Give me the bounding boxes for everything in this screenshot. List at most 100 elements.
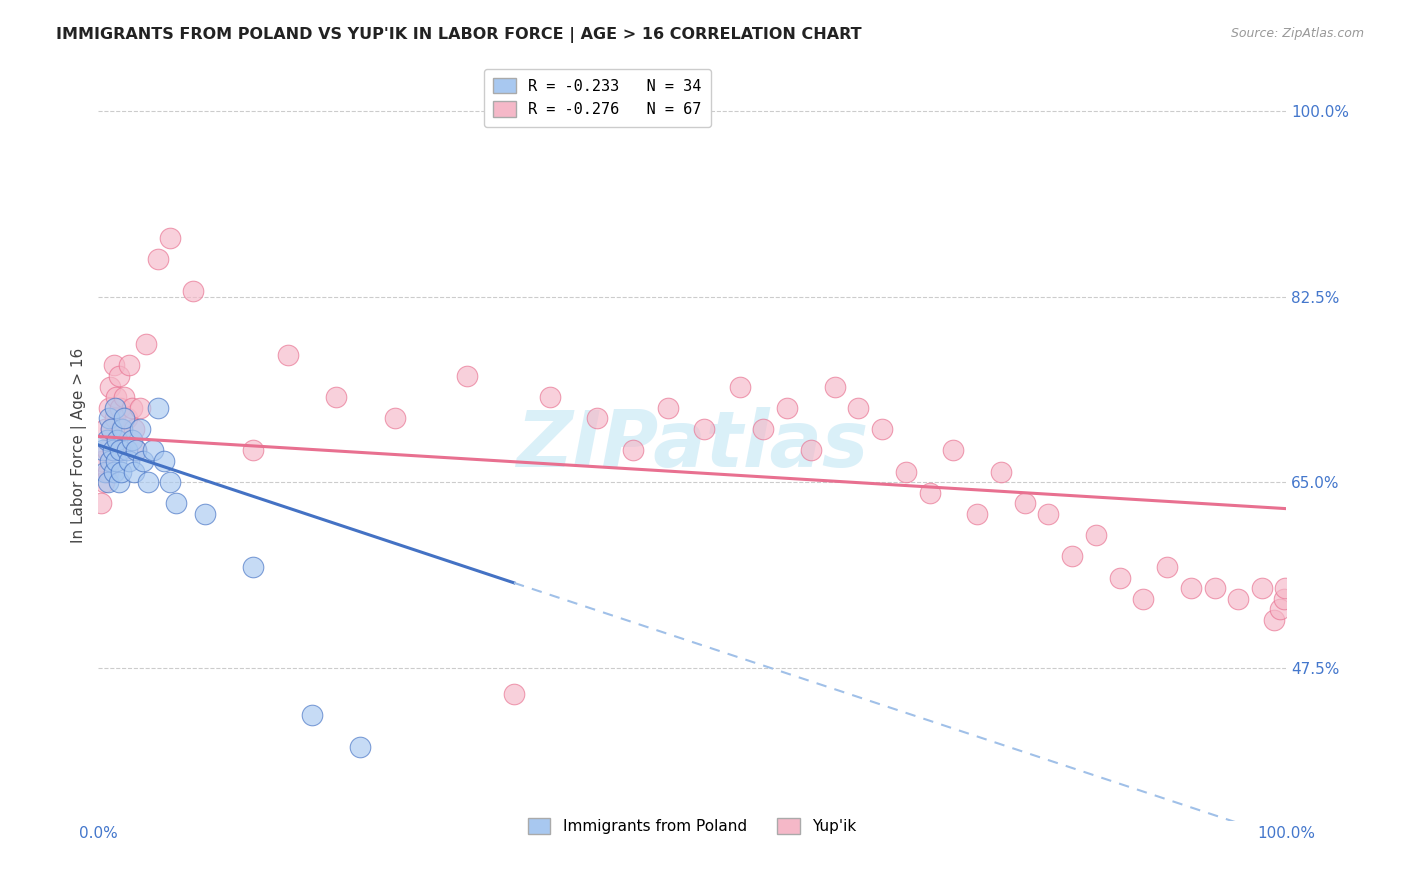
Point — [301, 708, 323, 723]
Point — [242, 443, 264, 458]
Point — [94, 422, 117, 436]
Point — [96, 443, 118, 458]
Point — [104, 401, 127, 415]
Point — [107, 475, 129, 489]
Point — [1268, 602, 1291, 616]
Point — [103, 359, 125, 373]
Point — [100, 422, 122, 436]
Point — [94, 465, 117, 479]
Point — [105, 454, 128, 468]
Point — [325, 390, 347, 404]
Point — [456, 369, 478, 384]
Point — [1204, 581, 1226, 595]
Point — [894, 465, 917, 479]
Point — [135, 337, 157, 351]
Point — [586, 411, 609, 425]
Point — [121, 401, 143, 415]
Point — [114, 411, 136, 425]
Point — [98, 379, 121, 393]
Point — [129, 422, 152, 436]
Point — [132, 454, 155, 468]
Point — [1062, 549, 1084, 564]
Point — [870, 422, 893, 436]
Point — [503, 687, 526, 701]
Legend: Immigrants from Poland, Yup'ik: Immigrants from Poland, Yup'ik — [522, 812, 863, 840]
Point — [776, 401, 799, 415]
Point — [101, 443, 124, 458]
Point — [93, 475, 115, 489]
Point — [657, 401, 679, 415]
Point — [1014, 496, 1036, 510]
Point — [621, 443, 644, 458]
Point — [538, 390, 561, 404]
Point — [125, 443, 148, 458]
Point — [96, 433, 118, 447]
Point — [693, 422, 716, 436]
Point — [100, 422, 122, 436]
Point — [111, 443, 134, 458]
Point — [142, 443, 165, 458]
Point — [1108, 570, 1130, 584]
Point — [115, 443, 138, 458]
Point — [110, 422, 132, 436]
Point — [107, 369, 129, 384]
Point — [848, 401, 870, 415]
Point — [800, 443, 823, 458]
Point — [122, 422, 145, 436]
Y-axis label: In Labor Force | Age > 16: In Labor Force | Age > 16 — [72, 347, 87, 542]
Point — [1272, 591, 1295, 606]
Point — [1156, 560, 1178, 574]
Point — [159, 475, 181, 489]
Point — [97, 465, 120, 479]
Point — [114, 390, 136, 404]
Point — [111, 422, 134, 436]
Point — [98, 454, 121, 468]
Point — [146, 401, 169, 415]
Point — [108, 443, 131, 458]
Point — [105, 433, 128, 447]
Point — [108, 401, 131, 415]
Point — [183, 284, 205, 298]
Text: ZIPatlas: ZIPatlas — [516, 407, 869, 483]
Text: Source: ZipAtlas.com: Source: ZipAtlas.com — [1230, 27, 1364, 40]
Point — [104, 411, 127, 425]
Point — [1180, 581, 1202, 595]
Point — [98, 401, 121, 415]
Point — [136, 475, 159, 489]
Point — [97, 475, 120, 489]
Point — [1084, 528, 1107, 542]
Point — [121, 433, 143, 447]
Point — [90, 454, 112, 468]
Point — [966, 507, 988, 521]
Point — [122, 465, 145, 479]
Point — [146, 252, 169, 267]
Point — [1227, 591, 1250, 606]
Point — [384, 411, 406, 425]
Point — [159, 231, 181, 245]
Point — [118, 359, 141, 373]
Point — [105, 433, 128, 447]
Text: IMMIGRANTS FROM POLAND VS YUP'IK IN LABOR FORCE | AGE > 16 CORRELATION CHART: IMMIGRANTS FROM POLAND VS YUP'IK IN LABO… — [56, 27, 862, 43]
Point — [115, 411, 138, 425]
Point — [91, 443, 114, 458]
Point — [129, 401, 152, 415]
Point — [118, 454, 141, 468]
Point — [1038, 507, 1060, 521]
Point — [1274, 581, 1296, 595]
Point — [918, 485, 941, 500]
Point — [110, 465, 132, 479]
Point — [1263, 613, 1285, 627]
Point — [752, 422, 775, 436]
Point — [1251, 581, 1274, 595]
Point — [125, 443, 148, 458]
Point — [1132, 591, 1154, 606]
Point — [101, 443, 124, 458]
Point — [990, 465, 1012, 479]
Point — [152, 454, 174, 468]
Point — [242, 560, 264, 574]
Point — [165, 496, 187, 510]
Point — [824, 379, 846, 393]
Point — [349, 740, 371, 755]
Point — [105, 390, 128, 404]
Point — [103, 465, 125, 479]
